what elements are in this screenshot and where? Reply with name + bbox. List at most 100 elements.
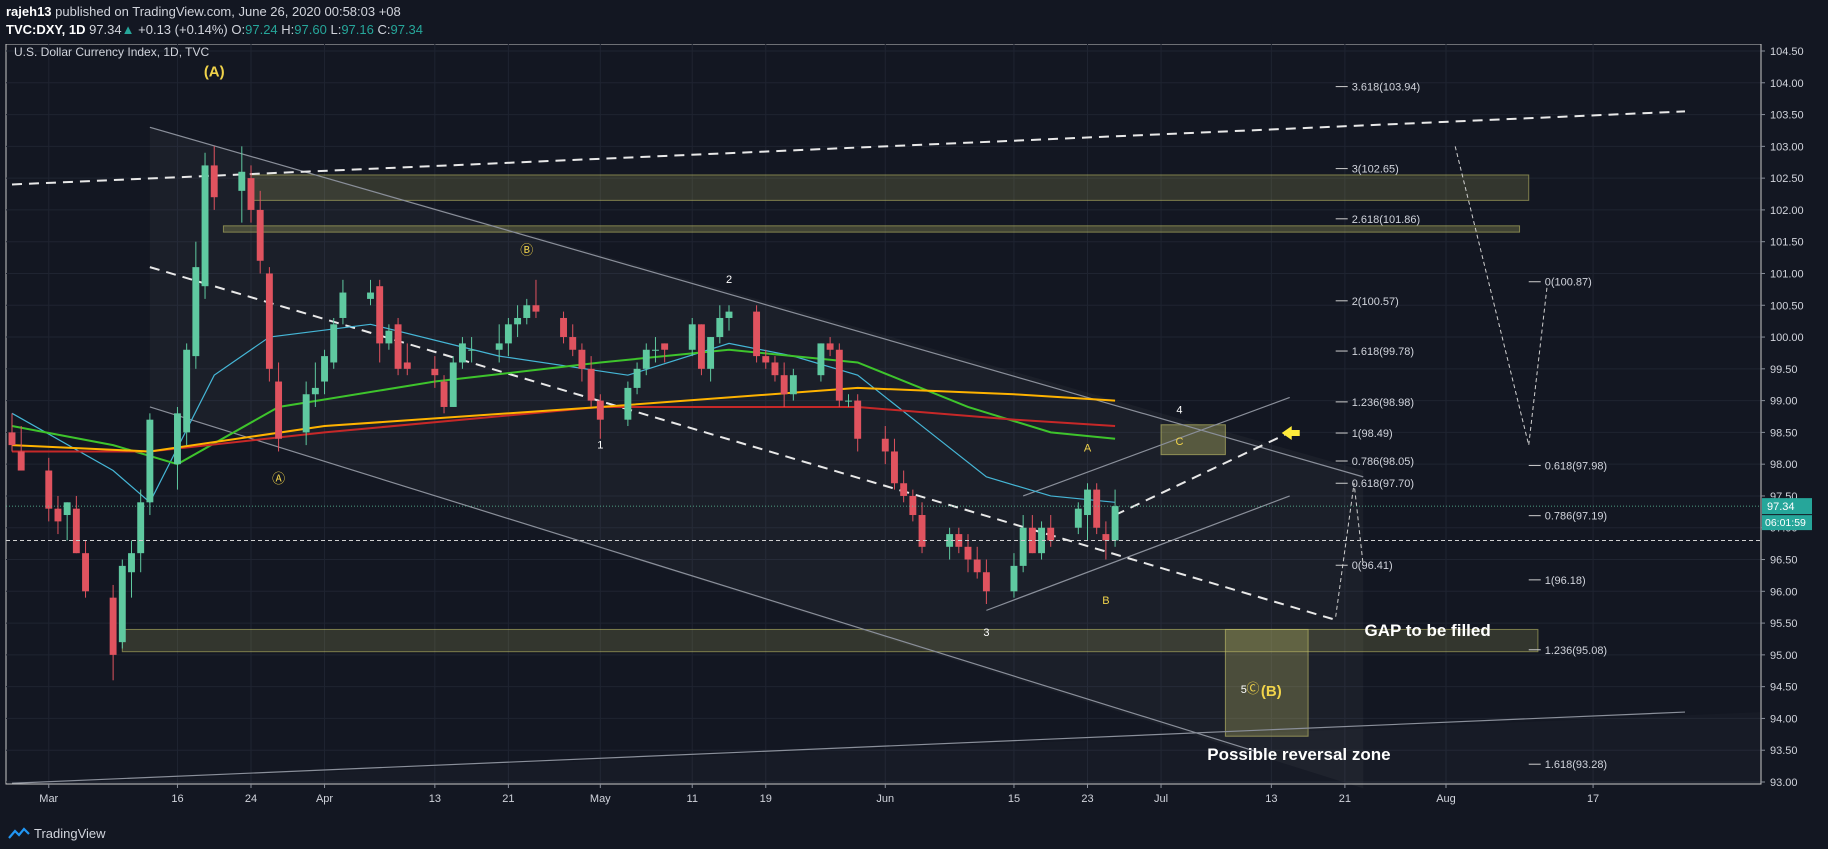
fib-level-label: 1(96.18) <box>1545 575 1586 587</box>
candle-body <box>468 349 476 351</box>
candle <box>504 317 512 357</box>
moving-average-line <box>11 348 1116 466</box>
fib-level-label: 2(100.57) <box>1352 296 1399 308</box>
candle-body <box>82 553 89 592</box>
candle <box>201 152 209 299</box>
tradingview-brand[interactable]: TradingView <box>34 826 106 841</box>
candle <box>109 584 117 681</box>
candle-body <box>109 597 117 655</box>
chart-title: U.S. Dollar Currency Index, 1D, TVC <box>14 45 210 59</box>
candle <box>265 267 273 382</box>
candle <box>330 317 338 369</box>
gap-zone <box>121 628 1539 653</box>
candle-body <box>265 273 273 369</box>
candle-body <box>247 178 255 210</box>
candle-body <box>1111 506 1119 541</box>
moving-average-line <box>11 323 1116 504</box>
candle-body <box>311 387 319 395</box>
wave-label: 2 <box>726 274 732 286</box>
wave-label: 4 <box>1176 404 1182 416</box>
candle <box>468 337 476 363</box>
candle-body <box>881 438 889 452</box>
candle-body <box>753 311 761 357</box>
wave-label: C <box>1175 436 1183 448</box>
wave-label: 5 <box>1241 684 1247 696</box>
fib-level-label: 1(98.49) <box>1352 428 1393 440</box>
candle <box>587 356 595 407</box>
resistance-zone-lower <box>222 225 1521 233</box>
price-chart[interactable]: 3.618(103.94) 3(102.65) 2.618(101.86) 2(100… <box>0 44 1828 818</box>
candle-body <box>118 565 126 643</box>
candle <box>431 356 439 388</box>
candle <box>716 305 724 344</box>
countdown-tag <box>1762 515 1812 531</box>
up-arrow-icon: ▲ <box>121 22 135 37</box>
candle <box>63 502 71 541</box>
candle <box>311 362 319 407</box>
fib-level-label: 3.618(103.94) <box>1352 82 1421 94</box>
candle-body <box>256 209 264 261</box>
candle <box>569 324 577 357</box>
price-tick-label: 98.50 <box>1770 427 1798 439</box>
candle-body <box>376 286 384 344</box>
candle-body <box>946 534 954 547</box>
candle <box>826 337 834 357</box>
plot-frame <box>5 44 1762 785</box>
candle <box>982 559 990 605</box>
fib-level-label: 1.618(93.28) <box>1545 759 1607 771</box>
yellow-arrow-icon <box>1281 426 1300 441</box>
symbol-name[interactable]: TVC:DXY, 1D <box>6 22 86 37</box>
candle-body <box>762 356 770 363</box>
candle <box>753 305 761 363</box>
wave-label: Possible reversal zone <box>1207 745 1390 764</box>
candle <box>302 381 310 446</box>
candle-body <box>183 349 191 433</box>
publisher-name[interactable]: rajeh13 <box>6 4 52 19</box>
candle <box>339 279 347 325</box>
fib-level-label: 1.236(95.08) <box>1545 645 1607 657</box>
candle-body <box>1074 508 1082 528</box>
candle <box>275 362 283 452</box>
candle-body <box>275 381 283 439</box>
candle <box>532 279 540 318</box>
candle <box>1038 521 1045 560</box>
candle-body <box>394 324 402 369</box>
candle-body <box>495 343 503 350</box>
wave-label: (B) <box>1261 683 1282 700</box>
price-tick-label: 103.00 <box>1770 141 1804 153</box>
time-tick-label: 13 <box>1265 793 1277 805</box>
candle <box>881 426 889 465</box>
time-tick-label: 16 <box>171 793 183 805</box>
last-price: 97.34 <box>89 22 122 37</box>
candle <box>238 146 246 223</box>
long-support-line <box>11 711 1686 784</box>
candle <box>891 438 898 490</box>
price-axis <box>1761 44 1828 784</box>
candle <box>789 368 797 401</box>
fib-level-label: 0.786(98.05) <box>1352 456 1414 468</box>
price-tick-label: 101.50 <box>1770 237 1804 249</box>
fib-level-label: 2.618(101.86) <box>1352 214 1421 226</box>
wave-label: Ⓐ <box>272 471 285 486</box>
candle-body <box>201 165 209 287</box>
candle <box>458 337 466 369</box>
fib-level-label: 3(102.65) <box>1352 164 1399 176</box>
candle <box>973 546 981 579</box>
fib-level-label: 0.618(97.70) <box>1352 478 1414 490</box>
candle <box>652 337 659 363</box>
candle-body <box>210 165 218 198</box>
candle <box>1084 483 1091 541</box>
candle-body <box>854 400 862 439</box>
low-label: L: <box>330 22 342 37</box>
candle <box>900 470 908 503</box>
candle-body <box>45 470 53 509</box>
candle-body <box>1102 534 1110 541</box>
price-tick-label: 102.00 <box>1770 205 1804 217</box>
price-tick-label: 93.00 <box>1770 777 1798 789</box>
wave-label: GAP to be filled <box>1364 621 1490 640</box>
descending-dashed-trend <box>149 266 1336 621</box>
price-tick-label: 104.00 <box>1770 78 1804 90</box>
fib-level-label: 0.618(97.98) <box>1545 460 1607 472</box>
open-label: O: <box>231 22 246 37</box>
candle <box>835 343 843 407</box>
